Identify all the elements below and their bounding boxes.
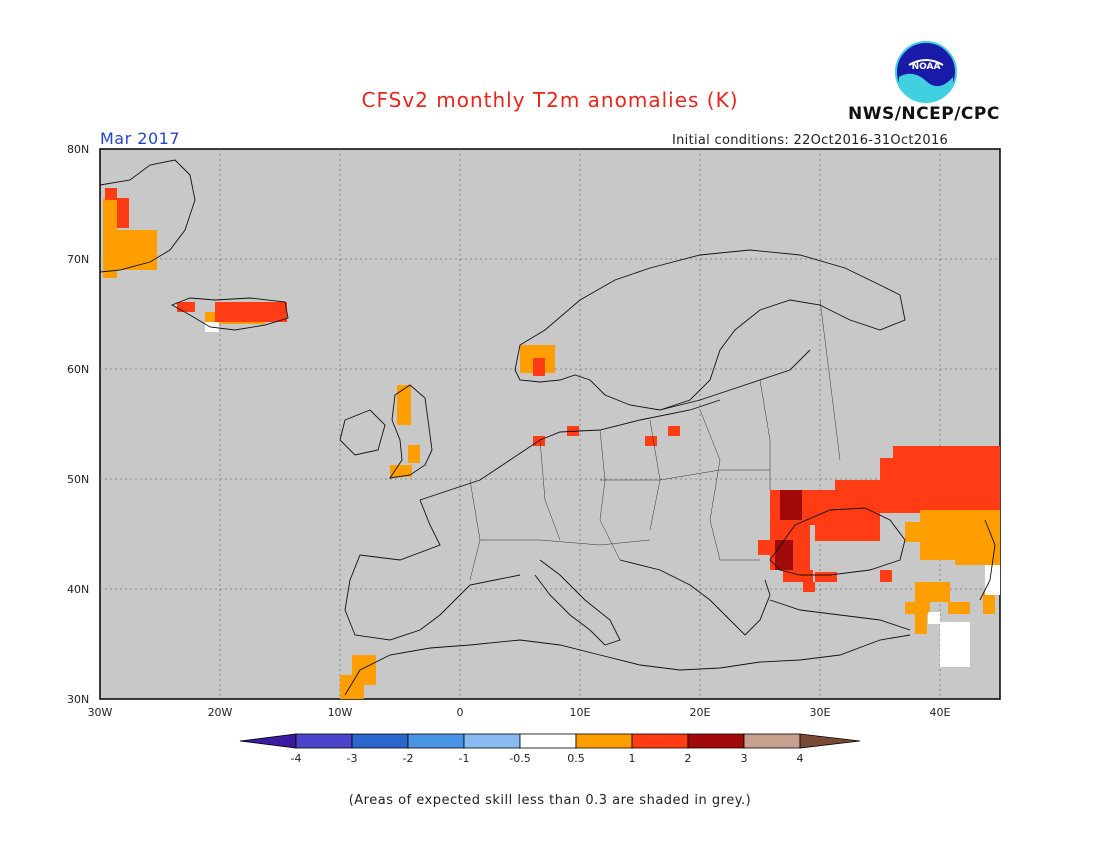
lon-label-10w: 10W: [327, 706, 353, 719]
month-label: Mar 2017: [100, 129, 180, 148]
colorbar: [239, 733, 861, 749]
noaa-logo: NOAA: [895, 41, 957, 103]
lat-label-70n: 70N: [67, 253, 90, 266]
lat-label-30n: 30N: [67, 693, 90, 706]
anomaly-shading: [103, 188, 1000, 699]
colorbar-label-1: 1: [628, 752, 636, 765]
colorbar-cell-5: [519, 733, 577, 749]
colorbar-cell-0: [239, 733, 297, 749]
noaa-logo-text: NOAA: [912, 62, 941, 72]
lon-label-30e: 30E: [809, 706, 831, 719]
colorbar-label-minus4: -4: [290, 752, 302, 765]
lon-label-40e: 40E: [929, 706, 951, 719]
lat-label-40n: 40N: [67, 583, 90, 596]
country-borders: [469, 299, 841, 581]
colorbar-label-3: 3: [740, 752, 748, 765]
skill-footnote: (Areas of expected skill less than 0.3 a…: [348, 793, 752, 808]
lon-label-20e: 20E: [689, 706, 711, 719]
colorbar-cell-8: [687, 733, 745, 749]
lon-label-20w: 20W: [207, 706, 233, 719]
colorbar-cell-9: [743, 733, 801, 749]
lon-label-30w: 30W: [87, 706, 113, 719]
colorbar-cell-3: [407, 733, 465, 749]
colorbar-label-2: 2: [684, 752, 692, 765]
colorbar-cell-6: [575, 733, 633, 749]
map-background: [99, 148, 1001, 700]
colorbar-label-minus3: -3: [346, 752, 358, 765]
colorbar-label-minus2: -2: [402, 752, 414, 765]
initial-conditions-label: Initial conditions: 22Oct2016-31Oct2016: [672, 133, 949, 148]
lon-label-0: 0: [456, 706, 464, 719]
colorbar-cell-2: [351, 733, 409, 749]
colorbar-cell-7: [631, 733, 689, 749]
colorbar-label-0-5: 0.5: [567, 752, 585, 765]
colorbar-cell-10: [799, 733, 861, 749]
lon-label-10e: 10E: [569, 706, 591, 719]
colorbar-cell-1: [295, 733, 353, 749]
lat-label-50n: 50N: [67, 473, 90, 486]
lat-label-80n: 80N: [67, 143, 90, 156]
colorbar-cell-4: [463, 733, 521, 749]
coastlines: [99, 159, 996, 696]
colorbar-label-minus1: -1: [458, 752, 470, 765]
grid-lines: [100, 149, 1000, 699]
colorbar-label-4: 4: [796, 752, 804, 765]
org-label: NWS/NCEP/CPC: [848, 104, 1000, 124]
lat-label-60n: 60N: [67, 363, 90, 376]
page-title: CFSv2 monthly T2m anomalies (K): [361, 88, 739, 112]
colorbar-label-minus0-5: -0.5: [509, 752, 531, 765]
